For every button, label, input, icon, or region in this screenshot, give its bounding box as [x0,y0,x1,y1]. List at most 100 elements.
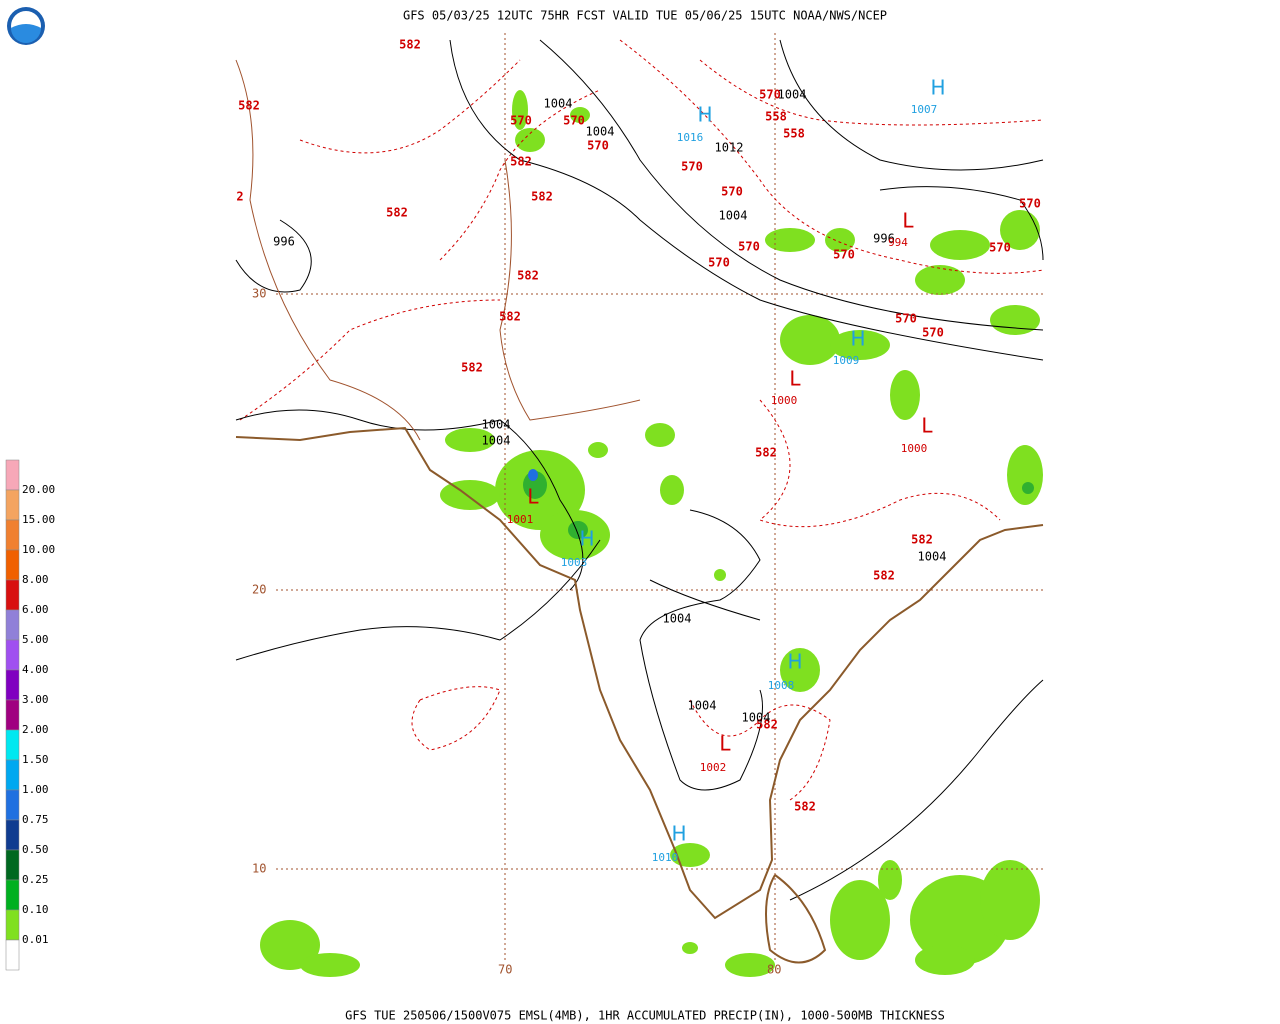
thickness-label: 570 [1019,197,1041,211]
precip-legend: 20.00 15.00 10.00 8.00 6.00 5.00 4.00 3.00 2.00 1… [5,459,55,971]
thickness-label: 570 [587,139,609,153]
legend-label: 4.00 [22,663,49,676]
thickness-label: 582 [911,533,933,547]
legend-label: 0.50 [22,843,49,856]
thickness-contours [239,39,1044,801]
legend-swatch [5,819,20,851]
thickness-label: 582 [386,206,408,220]
legend-swatch [5,549,20,581]
low-symbol: L [921,414,933,438]
legend-label: 0.25 [22,873,49,886]
high-symbol: H [930,76,945,100]
latitude-label: 30 [252,287,266,301]
legend-label: 8.00 [22,573,49,586]
low-pressure: 1000 [771,394,798,407]
thickness-label: 582 [756,718,778,732]
thickness-label: 582 [517,269,539,283]
legend-label: 20.00 [22,483,55,496]
coastline [235,426,1044,920]
low-pressure: 1002 [700,761,727,774]
isobar-label: 996 [273,235,295,249]
low-symbol: L [527,485,539,509]
isobar-label: 996 [873,232,895,246]
isobar-label: 1004 [482,434,511,448]
thickness-label: 570 [895,312,917,326]
legend-label: 1.00 [22,783,49,796]
low-pressure: 994 [888,236,908,249]
high-symbol: H [697,103,712,127]
legend-swatch [5,909,20,941]
legend-swatch [5,759,20,791]
precip-core [528,469,538,481]
legend-swatch [5,939,20,971]
thickness-label: 570 [833,248,855,262]
high-symbol: H [579,527,594,551]
thickness-label: 582 [461,361,483,375]
legend-swatch [5,609,20,641]
thickness-label: 570 [708,256,730,270]
legend-label: 15.00 [22,513,55,526]
legend-swatch [5,519,20,551]
legend-label: 10.00 [22,543,55,556]
isobar-label: 1004 [742,711,771,725]
thickness-label: 570 [563,114,585,128]
isobar-label: 1004 [719,209,748,223]
thickness-label: 582 [399,38,421,52]
thickness-label: 570 [721,185,743,199]
legend-swatch [5,489,20,521]
thickness-label: 558 [783,127,805,141]
noaa-logo [7,7,45,45]
borders [499,159,641,421]
thickness-label: 2 [236,190,243,204]
longitude-label: 70 [498,963,512,977]
thickness-label: 582 [755,446,777,460]
legend-swatch [5,639,20,671]
low-symbol: L [719,732,731,756]
low-symbol: L [902,209,914,233]
thickness-label: 570 [922,326,944,340]
legend-label: 6.00 [22,603,49,616]
latitude-label: 10 [252,862,266,876]
thickness-label: 582 [531,190,553,204]
high-symbol: H [787,650,802,674]
legend-label: 1.50 [22,753,49,766]
isobar-label: 1012 [715,141,744,155]
legend-swatch [5,879,20,911]
legend-swatch [5,729,20,761]
legend-swatch [5,699,20,731]
legend-label: 0.10 [22,903,49,916]
high-pressure: 1016 [677,131,704,144]
legend-swatch [5,789,20,821]
high-pressure: 1008 [768,679,795,692]
latitude-label: 20 [252,583,266,597]
legend-swatch [5,579,20,611]
isobar-label: 1004 [918,550,947,564]
isobar-label: 1004 [778,88,807,102]
isobar-label: 1004 [688,699,717,713]
high-pressure: 1003 [561,556,588,569]
isobar-label: 1004 [482,418,511,432]
high-pressure: 1010 [652,851,679,864]
title: GFS 05/03/25 12UTC 75HR FCST VALID TUE 0… [403,9,887,23]
footer: GFS TUE 250506/1500V075 EMSL(4MB), 1HR A… [345,1009,945,1023]
thickness-label: 582 [499,310,521,324]
low-symbol: L [789,367,801,391]
thickness-label: 582 [510,155,532,169]
legend-swatch [5,669,20,701]
high-pressure: 1009 [833,354,860,367]
legend-label: 2.00 [22,723,49,736]
low-pressure: 1000 [901,442,928,455]
high-pressure: 1007 [911,103,938,116]
longitude-label: 80 [767,963,781,977]
thickness-label: 582 [238,99,260,113]
thickness-label: 570 [681,160,703,174]
high-symbol: H [850,327,865,351]
legend-label: 5.00 [22,633,49,646]
thickness-label: 582 [794,800,816,814]
thickness-label: 570 [738,240,760,254]
high-symbol: H [671,822,686,846]
isobars [235,39,1044,901]
thickness-label: 570 [510,114,532,128]
